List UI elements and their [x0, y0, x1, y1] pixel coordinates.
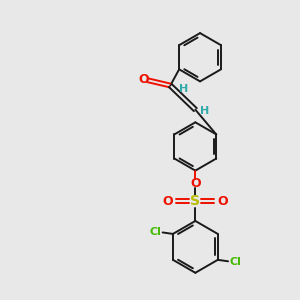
Text: Cl: Cl [149, 227, 161, 237]
Text: S: S [190, 194, 200, 208]
Text: H: H [179, 84, 188, 94]
Text: O: O [218, 195, 228, 208]
Text: O: O [190, 177, 201, 190]
Text: H: H [200, 106, 209, 116]
Text: O: O [139, 73, 149, 86]
Text: O: O [163, 195, 173, 208]
Text: Cl: Cl [230, 257, 242, 267]
